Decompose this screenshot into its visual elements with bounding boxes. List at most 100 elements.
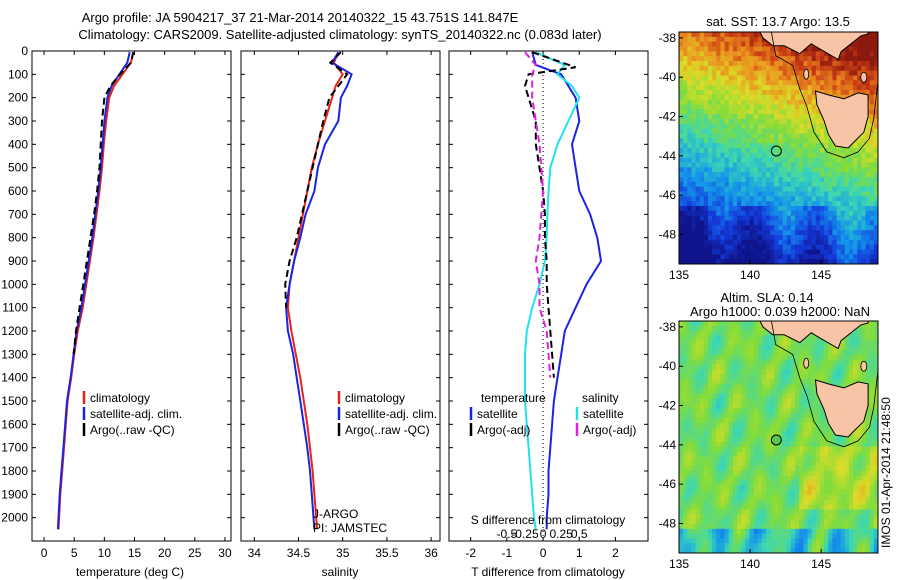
map-cell <box>716 259 721 265</box>
map-cell <box>861 437 866 443</box>
map-cell <box>786 191 792 197</box>
map-cell <box>853 451 858 457</box>
map-cell <box>728 104 734 110</box>
map-cell <box>687 85 692 91</box>
map-cell <box>857 61 862 67</box>
map-cell <box>848 350 854 356</box>
map-cell <box>757 519 763 525</box>
map-cell <box>861 41 866 47</box>
map-cell <box>683 220 688 226</box>
map-cell <box>836 90 842 96</box>
map-cell <box>869 345 875 351</box>
map-cell <box>699 422 705 428</box>
map-cell <box>687 369 692 375</box>
map-cell <box>766 383 771 390</box>
y-tick-label: 1300 <box>1 347 28 361</box>
map-cell <box>786 383 792 390</box>
map-cell <box>766 239 771 246</box>
map-cell <box>770 499 775 506</box>
map-cell <box>840 499 846 506</box>
map-cell <box>807 451 813 457</box>
map-cell <box>811 514 817 520</box>
map-cell <box>782 528 788 535</box>
map-cell <box>844 75 850 81</box>
map-cell <box>857 524 862 530</box>
map-cell <box>757 480 763 486</box>
map-cell <box>786 412 792 419</box>
map-cell <box>782 340 788 346</box>
map-cell <box>770 152 775 159</box>
map-cell <box>853 196 858 202</box>
map-cell <box>869 422 875 428</box>
map-cell <box>865 191 871 197</box>
map-cell <box>819 210 825 217</box>
map-cell <box>799 383 804 390</box>
map-cell <box>782 470 788 477</box>
map-cell <box>687 528 692 535</box>
map-cell <box>803 206 808 212</box>
map-cell <box>824 85 829 91</box>
map-cell <box>790 254 796 260</box>
map-cell <box>683 56 688 62</box>
map-cell <box>766 374 771 380</box>
map-cell <box>712 393 717 399</box>
map-cell <box>795 75 800 81</box>
map-cell <box>778 369 784 375</box>
map-cell <box>728 65 734 72</box>
map-cell <box>737 470 742 477</box>
map-cell <box>782 85 788 91</box>
map-cell <box>807 543 813 549</box>
map-cell <box>753 75 759 81</box>
map-cell <box>840 456 846 462</box>
map-cell <box>819 441 825 448</box>
map-cell <box>753 354 759 361</box>
map-cell <box>761 330 767 336</box>
map-cell <box>857 80 862 86</box>
map-cell <box>766 104 771 110</box>
map-cell <box>745 446 750 452</box>
map-cell <box>857 41 862 47</box>
map-cell <box>778 528 784 535</box>
map-cell <box>873 379 879 385</box>
map-cell <box>770 403 775 409</box>
map-cell <box>749 446 755 452</box>
map-cell <box>679 41 684 47</box>
map-cell <box>745 119 750 125</box>
map-cell <box>699 364 705 370</box>
map-cell <box>865 330 871 336</box>
map-cell <box>811 61 817 67</box>
map-cell <box>824 157 829 163</box>
map-cell <box>691 548 696 554</box>
map-cell <box>828 239 833 246</box>
map-cell <box>757 350 763 356</box>
map-cell <box>691 148 696 154</box>
map-cell <box>844 80 850 86</box>
map-cell <box>848 215 854 221</box>
map-cell <box>737 417 742 423</box>
map-cell <box>761 133 767 139</box>
map-cell <box>724 432 730 438</box>
map-cell <box>774 427 779 433</box>
map-cell <box>753 90 759 96</box>
map-cell <box>819 364 825 370</box>
map-cell <box>778 177 784 183</box>
map-cell <box>695 94 701 101</box>
map-cell <box>745 128 750 134</box>
map-cell <box>861 340 866 346</box>
map-cell <box>803 157 808 163</box>
map-cell <box>691 128 696 134</box>
map-cell <box>786 432 792 438</box>
map-cell <box>766 90 771 96</box>
map-cell <box>695 259 701 265</box>
map-cell <box>679 485 684 491</box>
map-cell <box>857 364 862 370</box>
map-cell <box>691 123 696 130</box>
map-cell <box>778 524 784 530</box>
map-cell <box>716 128 721 134</box>
map-cell <box>824 475 829 481</box>
map-cell <box>869 543 875 549</box>
map-cell <box>832 196 837 202</box>
map-cell <box>811 470 817 477</box>
map-cell <box>691 456 696 462</box>
map-cell <box>799 369 804 375</box>
